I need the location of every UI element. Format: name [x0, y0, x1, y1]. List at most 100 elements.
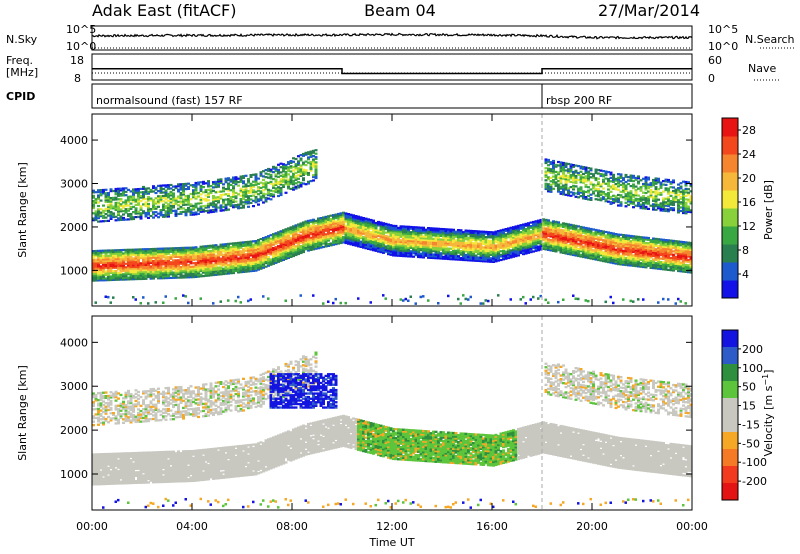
- power-cell: [469, 231, 473, 234]
- power-cell: [157, 249, 160, 252]
- power-cell: [149, 261, 153, 265]
- power-cell: [402, 255, 405, 258]
- power-cell: [107, 200, 110, 203]
- power-cell: [174, 200, 178, 204]
- power-cell: [134, 258, 138, 262]
- power-cell: [122, 204, 125, 207]
- power-cell: [229, 189, 233, 192]
- power-cell: [354, 234, 358, 237]
- power-cell: [389, 243, 393, 246]
- power-cell: [347, 216, 350, 219]
- power-cell: [222, 193, 225, 196]
- power-cell: [97, 251, 100, 254]
- power-cell: [459, 230, 463, 234]
- power-cell: [282, 165, 285, 168]
- power-cell: [209, 256, 213, 259]
- power-cell: [449, 251, 453, 254]
- power-cell: [242, 267, 245, 270]
- power-cell: [154, 263, 158, 266]
- power-cell: [442, 257, 445, 260]
- power-cell: [299, 181, 303, 184]
- power-cell: [192, 246, 195, 249]
- power-cell: [114, 215, 118, 218]
- power-cell: [244, 246, 248, 249]
- power-cell: [362, 243, 365, 246]
- power-cell: [322, 218, 325, 221]
- power-cell: [127, 254, 130, 257]
- power-cell: [379, 240, 383, 243]
- power-cell: [239, 241, 243, 244]
- power-cell: [247, 181, 250, 184]
- power-cell: [279, 181, 283, 184]
- power-cell: [349, 231, 353, 234]
- power-cell: [394, 252, 398, 255]
- power-cell: [419, 252, 423, 255]
- power-cell: [152, 256, 155, 259]
- power-cell: [239, 189, 243, 192]
- power-cell: [289, 170, 293, 173]
- power-cell: [269, 253, 273, 256]
- power-cell: [324, 245, 328, 248]
- power-cell: [327, 215, 330, 218]
- power-cell: [184, 262, 188, 265]
- power-cell: [147, 275, 150, 279]
- power-cell: [352, 221, 355, 224]
- power-cell: [242, 196, 245, 199]
- power-cell: [322, 216, 325, 219]
- power-cell: [149, 208, 153, 211]
- power-cell: [184, 260, 188, 263]
- power-cell: [129, 216, 133, 219]
- power-cell: [267, 297, 270, 300]
- power-cell: [269, 194, 273, 197]
- power-cell: [284, 242, 288, 245]
- power-cell: [412, 246, 415, 250]
- power-cell: [177, 188, 180, 191]
- power-cell: [187, 255, 190, 258]
- power-cell: [287, 168, 290, 171]
- power-cell: [292, 254, 295, 258]
- power-cell: [239, 253, 243, 256]
- power-cell: [252, 255, 255, 259]
- power-cell: [277, 255, 280, 258]
- power-cell: [279, 237, 283, 240]
- power-cell: [422, 247, 425, 250]
- power-cell: [309, 243, 313, 246]
- power-cell: [279, 242, 283, 245]
- power-cell: [104, 256, 108, 259]
- power-cell: [374, 246, 378, 249]
- power-cell: [104, 251, 108, 254]
- power-cell: [222, 257, 225, 260]
- power-cell: [259, 248, 263, 251]
- power-cell: [127, 218, 130, 221]
- power-cell: [194, 258, 198, 261]
- power-cell: [377, 231, 380, 234]
- power-cell: [214, 270, 218, 273]
- power-cell: [392, 230, 395, 233]
- power-cell: [357, 243, 360, 246]
- power-cell: [294, 187, 298, 190]
- power-cell: [377, 246, 380, 250]
- power-cell: [359, 242, 363, 245]
- power-cell: [357, 238, 360, 241]
- power-cell: [279, 231, 283, 235]
- power-cell: [359, 228, 363, 231]
- power-cell: [197, 195, 200, 198]
- power-cell: [389, 253, 393, 256]
- power-cell: [462, 245, 465, 248]
- power-cell: [172, 195, 175, 199]
- power-cell: [199, 257, 203, 261]
- power-cell: [404, 246, 408, 249]
- power-cell: [127, 255, 130, 258]
- power-cell: [247, 261, 250, 264]
- power-cell: [339, 217, 343, 220]
- power-cell: [397, 251, 400, 254]
- power-cell: [189, 248, 193, 251]
- power-cell: [217, 263, 220, 266]
- power-cell: [399, 254, 403, 257]
- power-cell: [242, 243, 245, 246]
- power-cell: [132, 296, 135, 299]
- power-cell: [294, 185, 298, 188]
- power-cell: [182, 188, 185, 191]
- power-cell: [379, 233, 383, 236]
- power-cell: [194, 213, 198, 216]
